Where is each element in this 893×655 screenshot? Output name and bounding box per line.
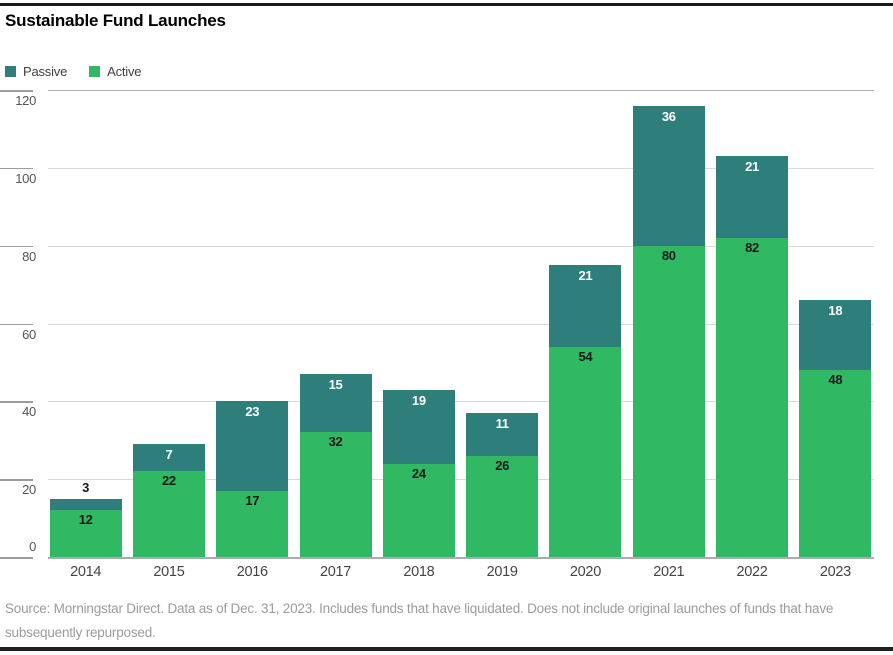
y-gridline-40 (48, 401, 874, 403)
active-segment-2021 (632, 245, 705, 557)
passive-value-label-2021: 36 (661, 108, 676, 124)
passive-value-label-2018: 19 (411, 392, 426, 408)
chart-title: Sustainable Fund Launches (5, 11, 226, 30)
y-tick-0 (0, 557, 33, 559)
x-axis-label-2014: 2014 (70, 564, 102, 580)
legend-item-passive: Passive (5, 64, 67, 79)
active-value-label-2017: 32 (328, 434, 343, 450)
x-axis-label-2017: 2017 (320, 564, 352, 580)
y-tick-label-60: 60 (22, 326, 36, 342)
legend-label-active: Active (107, 64, 142, 79)
active-value-label-2014: 12 (78, 512, 93, 528)
passive-segment-2022 (716, 156, 789, 238)
active-swatch-icon (89, 66, 101, 77)
active-value-label-2016: 17 (245, 492, 260, 508)
x-axis-label-2023: 2023 (819, 564, 851, 580)
passive-value-label-2022: 21 (745, 159, 759, 175)
passive-swatch-icon (5, 66, 16, 77)
passive-value-label-2014: 3 (82, 479, 90, 495)
y-gridline-120 (48, 90, 874, 91)
legend: Passive Active (5, 64, 142, 79)
x-axis-label-2020: 2020 (569, 564, 601, 580)
y-tick-label-20: 20 (22, 482, 36, 498)
passive-value-label-2023: 18 (828, 303, 843, 319)
y-tick-label-100: 100 (15, 170, 36, 186)
x-axis-label-2015: 2015 (153, 564, 185, 580)
y-tick-label-0: 0 (29, 539, 36, 554)
active-value-label-2020: 54 (578, 348, 593, 364)
passive-segment-2016 (216, 401, 289, 491)
y-gridline-60 (48, 323, 874, 325)
passive-value-label-2019: 11 (495, 416, 509, 431)
y-tick-80 (0, 245, 33, 248)
active-segment-2020 (549, 346, 622, 557)
legend-item-active: Active (89, 64, 142, 79)
active-segment-2023 (799, 370, 872, 557)
x-axis-label-2016: 2016 (236, 564, 268, 580)
passive-value-label-2020: 21 (578, 268, 593, 284)
y-tick-label-40: 40 (22, 404, 36, 420)
active-segment-2014 (49, 510, 122, 557)
active-value-label-2023: 48 (828, 372, 843, 388)
active-segment-2022 (716, 237, 789, 557)
passive-segment-2021 (632, 105, 705, 246)
source-note: Source: Morningstar Direct. Data as of D… (5, 601, 834, 640)
y-gridline-0 (48, 557, 874, 559)
active-value-label-2021: 80 (661, 247, 676, 263)
y-tick-120 (0, 90, 33, 92)
y-gridline-20 (48, 479, 874, 481)
active-segment-2018 (382, 463, 455, 557)
active-value-label-2019: 26 (495, 457, 510, 473)
x-axis-label-2022: 2022 (736, 564, 768, 580)
y-gridline-80 (48, 245, 874, 247)
x-axis-label-2019: 2019 (486, 564, 518, 580)
active-segment-2015 (132, 471, 205, 557)
passive-value-label-2016: 23 (245, 404, 260, 420)
passive-value-label-2017: 15 (328, 377, 343, 393)
legend-label-passive: Passive (23, 64, 68, 79)
x-axis-label-2021: 2021 (653, 564, 685, 580)
y-tick-40 (0, 401, 33, 403)
x-axis-label-2018: 2018 (403, 564, 435, 580)
active-value-label-2015: 22 (162, 473, 176, 489)
passive-segment-2020 (549, 265, 622, 347)
passive-segment-2017 (299, 374, 372, 433)
y-tick-100 (0, 167, 33, 170)
y-tick-20 (0, 479, 33, 481)
y-tick-label-120: 120 (15, 93, 36, 108)
active-segment-2017 (299, 432, 372, 557)
passive-segment-2014 (49, 498, 122, 511)
passive-value-label-2015: 7 (165, 447, 173, 463)
y-tick-60 (0, 323, 33, 325)
passive-segment-2015 (132, 444, 205, 472)
passive-segment-2018 (382, 389, 455, 464)
active-segment-2016 (216, 490, 289, 557)
active-value-label-2018: 24 (411, 465, 426, 481)
top-border (0, 3, 893, 6)
passive-segment-2023 (799, 300, 872, 371)
y-gridline-100 (48, 167, 874, 169)
passive-segment-2019 (466, 413, 539, 456)
y-tick-label-80: 80 (22, 248, 36, 264)
bottom-border (0, 647, 893, 651)
active-segment-2019 (466, 455, 539, 557)
active-value-label-2022: 82 (745, 239, 759, 255)
